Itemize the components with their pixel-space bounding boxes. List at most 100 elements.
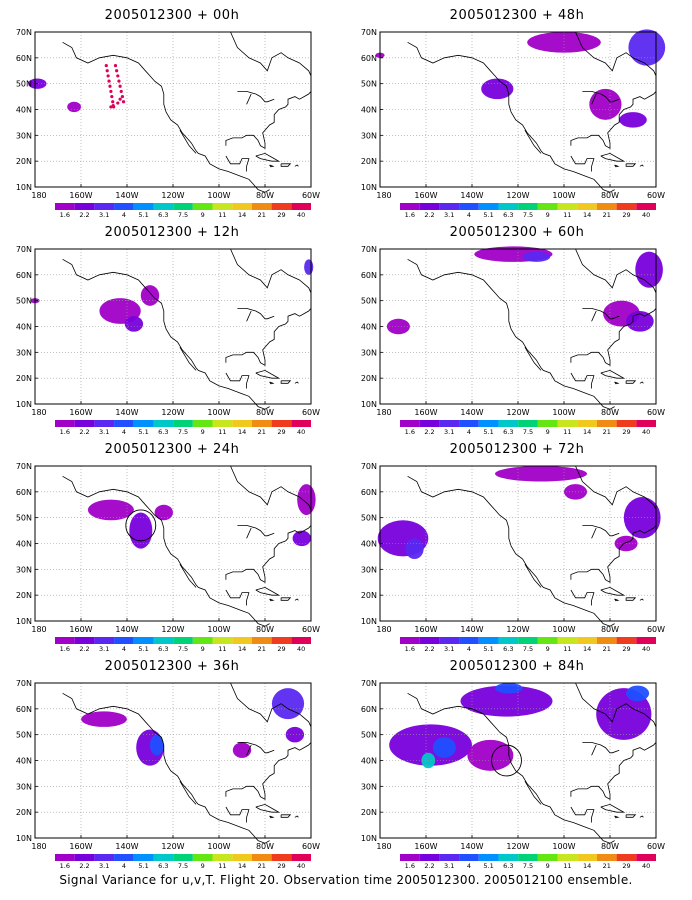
colorbar-swatch [478, 203, 499, 210]
colorbar-label: 7.5 [178, 211, 188, 219]
coastline [225, 525, 312, 583]
colorbar-label: 40 [297, 211, 305, 219]
colorbar-swatch [291, 203, 311, 210]
colorbar-swatch [94, 637, 115, 644]
colorbar-swatch [74, 854, 95, 861]
observation-point [111, 104, 115, 108]
colorbar-swatch [74, 637, 95, 644]
lon-label: 60W [302, 842, 320, 851]
lon-label: 80W [601, 408, 619, 417]
lat-label: 10N [361, 834, 377, 843]
colorbar-swatch [153, 420, 174, 427]
coastline [570, 589, 595, 606]
lat-label: 10N [16, 617, 32, 626]
colorbar-label: 1.6 [60, 645, 70, 653]
colorbar-swatch [192, 854, 213, 861]
lon-label: 60W [647, 408, 665, 417]
variance-shading [386, 246, 663, 335]
coastline [591, 744, 597, 756]
colorbar-swatch [153, 637, 174, 644]
colorbar-label: 21 [603, 645, 611, 653]
colorbar-label: 5.1 [138, 862, 148, 870]
colorbar-swatch [557, 637, 578, 644]
variance-contour [140, 285, 160, 306]
variance-contour [304, 259, 314, 275]
lat-label: 10N [361, 617, 377, 626]
colorbar-label: 2.2 [424, 645, 434, 653]
island [639, 164, 644, 167]
colorbar-label: 7.5 [178, 645, 188, 653]
colorbar-swatch [419, 203, 440, 210]
colorbar-swatch [439, 637, 460, 644]
coastline [570, 155, 595, 172]
colorbar-label: 14 [238, 645, 246, 653]
lat-label: 60N [361, 54, 377, 63]
panel-24h: 2005012300 + 24h 70N 60N 50N 40N 30N 20N 10N 18… [7, 442, 337, 657]
lat-label: 60N [361, 705, 377, 714]
colorbar-swatch [55, 420, 75, 427]
colorbar-label: 2.2 [424, 211, 434, 219]
lat-label: 20N [16, 374, 32, 383]
colorbar-label: 21 [258, 645, 266, 653]
colorbar-swatch [114, 854, 134, 861]
variance-contour [124, 316, 144, 332]
coastline [246, 310, 252, 322]
colorbar-swatch [212, 637, 233, 644]
colorbar-label: 14 [238, 428, 246, 436]
lat-label: 30N [361, 348, 377, 357]
colorbar-swatch [636, 420, 656, 427]
coastline [246, 527, 252, 539]
lon-label: 80W [256, 625, 274, 634]
colorbar-swatch [557, 420, 578, 427]
coastline [179, 780, 197, 805]
coastline [246, 744, 252, 756]
island [639, 598, 644, 601]
colorbar-swatch [173, 854, 193, 861]
colorbar-swatch [133, 854, 154, 861]
variance-contour [623, 497, 661, 539]
colorbar-label: 7.5 [523, 428, 533, 436]
colorbar: 1.6 2.2 3.1 4 5.1 6.3 7.5 9 11 14 21 29 40 [400, 420, 656, 436]
lat-label: 10N [16, 834, 32, 843]
colorbar-label: 11 [218, 428, 226, 436]
variance-contour [297, 484, 316, 516]
colorbar-swatch [114, 420, 134, 427]
lat-label: 20N [361, 157, 377, 166]
coastline [179, 346, 197, 371]
colorbar-swatch [173, 420, 193, 427]
colorbar-label: 6.3 [158, 645, 168, 653]
figure-caption: Signal Variance for u,v,T. Flight 20. Ob… [59, 873, 633, 887]
coastline [570, 91, 657, 149]
panel-title: 2005012300 + 12h [104, 225, 240, 240]
colorbar-swatch [577, 637, 597, 644]
island [614, 815, 620, 819]
variance-contour [589, 88, 622, 120]
colorbar-swatch [400, 420, 420, 427]
colorbar-label: 4 [122, 645, 126, 653]
lon-label: 100W [552, 842, 575, 851]
coastlines [62, 465, 312, 627]
panel-60h: 2005012300 + 60h 70N 60N 50N 40N 30N 20N 10N 18… [352, 225, 682, 440]
panel-48h: 2005012300 + 48h 70N 60N 50N 40N 30N 20N 10N 18… [352, 8, 682, 223]
colorbar-label: 9 [546, 428, 550, 436]
coastline [570, 525, 657, 583]
island [294, 815, 299, 818]
lat-label: 30N [16, 782, 32, 791]
lat-label: 50N [361, 297, 377, 306]
colorbar-swatch [192, 637, 213, 644]
colorbar-label: 2.2 [79, 645, 89, 653]
colorbar-swatch [596, 637, 617, 644]
gridlines [380, 249, 656, 404]
island [255, 803, 281, 813]
colorbar-swatch [114, 637, 134, 644]
lat-label: 30N [16, 565, 32, 574]
lon-label: 160W [69, 408, 92, 417]
lat-label: 70N [361, 462, 377, 471]
colorbar-swatch [439, 854, 460, 861]
colorbar-swatch [419, 420, 440, 427]
colorbar-label: 2.2 [424, 428, 434, 436]
lon-label: 120W [506, 191, 529, 200]
lat-label: 30N [16, 131, 32, 140]
colorbar-swatch [271, 637, 292, 644]
